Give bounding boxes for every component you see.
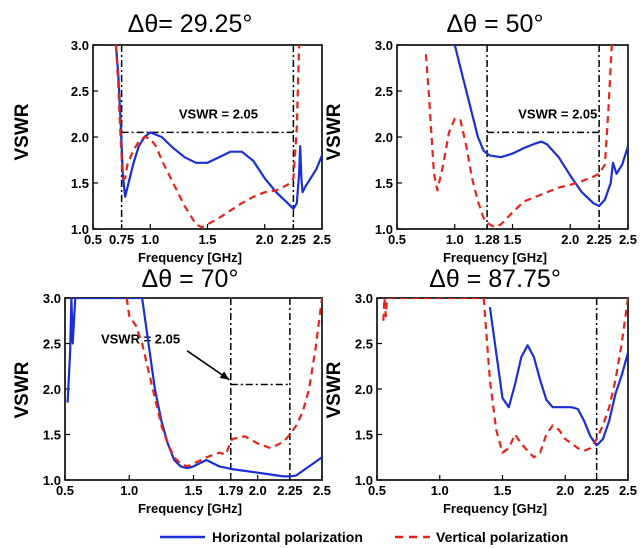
panel-4-series-vertical	[382, 298, 628, 459]
panel-2-ytick-label: 2.5	[375, 84, 393, 99]
panel-2-annotation: VSWR = 2.05	[518, 107, 597, 122]
panel-3-xtick-label: 2.0	[249, 483, 267, 498]
panel-2-xtick-label: 2.0	[561, 232, 579, 247]
panel-3-annotation: VSWR = 2.05	[101, 332, 180, 347]
panel-2-ytick-label: 2.0	[375, 130, 393, 145]
panel-2-title: Δθ = 50°	[447, 10, 544, 38]
panel-3-series-vertical	[125, 298, 322, 468]
panel-2-xtick-label: 1.0	[446, 232, 464, 247]
panel-4-ytick-label: 1.0	[355, 473, 373, 488]
panel-1-ytick-label: 2.5	[71, 84, 89, 99]
panel-4-ytick-label: 1.5	[355, 428, 373, 443]
panel-1-ylabel: VSWR	[12, 103, 33, 160]
panel-3-xtick-label: 2.25	[277, 483, 302, 498]
panel-1-series-vertical	[114, 45, 301, 229]
panel-2-frame	[396, 44, 629, 230]
panel-1-plot: 1.0 1.5 2.0 2.5 3.0 0.5 0.75 1.0 1.5 2.0 2.25 2.5 VS…	[71, 38, 331, 247]
panel-3-frame	[64, 297, 323, 481]
panel-4: Δθ = 87.75° VSWR Frequency [GHz] 1.0 1.5 2…	[324, 265, 637, 516]
panel-4-xtick-label: 2.5	[619, 483, 637, 498]
panel-4-ytick-label: 2.0	[355, 382, 373, 397]
legend-label-horizontal: Horizontal polarization	[212, 529, 363, 545]
panel-1-ytick-label: 2.0	[71, 130, 89, 145]
panel-1-xtick-label: 2.5	[313, 232, 331, 247]
panel-4-xtick-label: 0.5	[368, 483, 386, 498]
panel-2-xtick-label: 2.25	[586, 232, 611, 247]
panel-1-xtick-label: 2.25	[281, 232, 306, 247]
panel-2-xtick-label: 0.5	[388, 232, 406, 247]
legend: Horizontal polarization Vertical polariz…	[160, 529, 568, 545]
panel-1-ytick-label: 3.0	[71, 38, 89, 53]
panel-2-series-vertical	[424, 45, 613, 229]
panel-4-xtick-label: 1.0	[431, 483, 449, 498]
panel-2-xtick-label: 2.5	[619, 232, 637, 247]
panel-2-xtick-label: 1.5	[503, 232, 521, 247]
panel-2-xtick-label: 1.28	[474, 232, 499, 247]
panel-4-title: Δθ = 87.75°	[429, 265, 561, 293]
panel-1-xtick-label: 1.0	[141, 232, 159, 247]
panel-4-xtick-label: 2.0	[556, 483, 574, 498]
panel-4-ytick-label: 3.0	[355, 291, 373, 306]
panel-3-xlabel: Frequency [GHz]	[138, 501, 242, 516]
panel-2-xlabel: Frequency [GHz]	[443, 250, 547, 265]
panel-3-ylabel: VSWR	[12, 361, 33, 418]
legend-label-vertical: Vertical polarization	[436, 529, 568, 545]
panel-1-title: Δθ= 29.25°	[128, 10, 253, 38]
panel-2-plot: 1.01.52.02.53.00.5 1.0 1.28 1.5 2.0 2.25 2.5VS…	[375, 38, 637, 247]
panel-1-series-horizontal	[114, 45, 322, 210]
panel-4-ylabel: VSWR	[324, 361, 345, 418]
panel-1-ytick-label: 1.0	[71, 222, 89, 237]
panel-2: Δθ = 50° VSWR Frequency [GHz] 1.0 1.5 2.0 2…	[324, 10, 637, 265]
panel-1-ytick-label: 1.5	[71, 176, 89, 191]
panel-4-ytick-label: 2.5	[355, 337, 373, 352]
panel-3-xtick-label: 2.5	[313, 483, 331, 498]
panel-4-xtick-label: 2.25	[584, 483, 609, 498]
panel-3-plot: 1.01.52.02.53.00.5 1.0 1.5 1.79 2.0 2.25 2.5VS…	[43, 291, 331, 498]
panel-1-xtick-label: 2.0	[256, 232, 274, 247]
panel-4-series-horizontal	[488, 306, 628, 447]
panel-2-ytick-label: 3.0	[375, 38, 393, 53]
panel-2-ytick-label: 1.0	[375, 222, 393, 237]
panel-3-series-horizontal	[66, 298, 322, 478]
panel-2-series-horizontal	[453, 45, 628, 208]
panel-3-arrow-head	[219, 371, 230, 380]
panel-1-annotation: VSWR = 2.05	[179, 107, 258, 122]
panel-3-ytick-label: 1.0	[43, 473, 61, 488]
panel-3-xtick-label: 1.5	[184, 483, 202, 498]
panel-3-ytick-label: 2.5	[43, 337, 61, 352]
panel-4-plot: 1.01.52.02.53.00.5 1.0 1.5 2.0 2.25 2.5	[355, 291, 637, 498]
panel-1-xtick-label: 0.5	[84, 232, 102, 247]
panel-3-xtick-label: 1.79	[218, 483, 243, 498]
panel-3: Δθ = 70° VSWR Frequency [GHz] 1.0 1.5 2.0 2…	[12, 265, 331, 516]
panel-3-ytick-label: 2.0	[43, 382, 61, 397]
panel-2-ytick-label: 1.5	[375, 176, 393, 191]
panel-2-ylabel: VSWR	[324, 103, 345, 160]
panel-1-xtick-label: 0.75	[109, 232, 134, 247]
panel-1: Δθ= 29.25° VSWR Frequency [GHz] 1.0 1.5 2.…	[12, 10, 331, 265]
panel-1-frame	[92, 44, 323, 230]
panel-1-xlabel: Frequency [GHz]	[138, 250, 242, 265]
panel-4-xlabel: Frequency [GHz]	[443, 501, 547, 516]
panel-3-title: Δθ = 70°	[142, 265, 239, 293]
panel-1-xtick-label: 1.5	[198, 232, 216, 247]
panel-3-xtick-label: 1.0	[120, 483, 138, 498]
panel-3-ytick-label: 1.5	[43, 428, 61, 443]
panel-3-ytick-label: 3.0	[43, 291, 61, 306]
panel-4-xtick-label: 1.5	[493, 483, 511, 498]
panel-3-xtick-label: 0.5	[56, 483, 74, 498]
